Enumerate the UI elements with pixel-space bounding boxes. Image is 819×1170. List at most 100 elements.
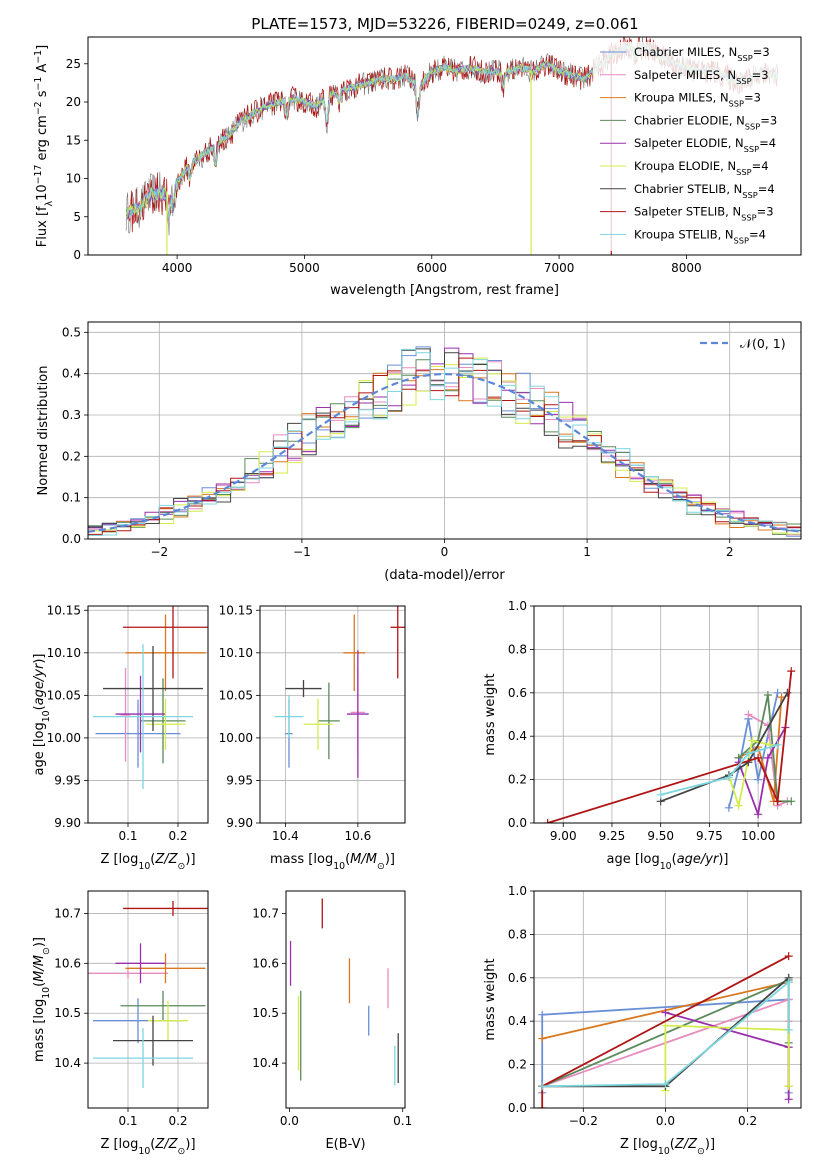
y-tick-label: 10 xyxy=(66,172,81,186)
label-span: Kroupa MILES, N xyxy=(634,91,729,105)
label-span: 10 xyxy=(660,861,672,872)
point-salpeter-elodie xyxy=(347,650,369,778)
data-point xyxy=(783,688,792,697)
x-tick-label: 10.4 xyxy=(272,829,299,843)
point-kroupa-stelib xyxy=(274,695,304,738)
point-salpeter-elodie xyxy=(115,943,166,984)
label-span: 10 xyxy=(333,861,345,872)
y-tick-label: 0.8 xyxy=(508,927,527,941)
label-span: =3 xyxy=(753,45,770,59)
legend-entry: 𝒩(0, 1) xyxy=(740,336,786,351)
point-kroupa-stelib xyxy=(93,644,193,789)
x-tick-label: 9.75 xyxy=(696,829,723,843)
y-tick-label: 1.0 xyxy=(508,884,527,898)
label-span: ( xyxy=(345,852,350,867)
series-kroupa-stelib xyxy=(538,978,793,1091)
y-tick-label: 10.6 xyxy=(252,956,279,970)
y-tick-label: 0.2 xyxy=(508,773,527,787)
series-line xyxy=(664,1024,790,1091)
y-tick-label: 1.0 xyxy=(508,599,527,613)
y-axis-label: mass weight xyxy=(483,673,498,755)
axes-mass-weight-vs-age: 9.00 9.25 9.50 9.75 10.00 0.0 0.2 0.4 0.6 0.8 1.0 a… xyxy=(483,599,802,872)
label-span: 10 xyxy=(138,1146,150,1157)
label-span: ⊙ xyxy=(697,1146,705,1157)
label-span: erg cm xyxy=(35,115,50,164)
x-axis-label: mass [log10(M/M⊙)] xyxy=(270,852,395,872)
x-tick-label: 10.6 xyxy=(345,829,372,843)
y-tick-label: 20 xyxy=(66,95,81,109)
point-chabrier-miles xyxy=(95,699,181,768)
label-span: )] xyxy=(185,1137,195,1152)
data-point xyxy=(538,1082,547,1091)
data-point xyxy=(538,1034,547,1043)
label-span: )] xyxy=(32,653,47,663)
label-span: =4 xyxy=(752,159,769,173)
point-salpeter-miles xyxy=(120,668,131,762)
label-span: M/M xyxy=(350,852,377,867)
data-point xyxy=(787,667,796,676)
label-span: λ xyxy=(44,200,55,206)
label-span: −2 xyxy=(33,101,44,115)
data-point xyxy=(661,1021,670,1030)
data-point xyxy=(784,1095,793,1104)
data-point xyxy=(773,688,782,697)
y-tick-label: 10.05 xyxy=(219,688,253,702)
data-point xyxy=(538,1104,547,1108)
label-span: Z/Z xyxy=(674,1137,698,1152)
legend-entry: Kroupa STELIB, NSSP=4 xyxy=(634,227,766,245)
x-tick-label: −0.2 xyxy=(569,1114,598,1128)
y-tick-label: 0.8 xyxy=(508,642,527,656)
label-span: M/M xyxy=(32,955,47,982)
y-axis-label: Normed distribution xyxy=(36,366,51,496)
label-span: SSP xyxy=(742,190,757,200)
label-span: Kroupa ELODIE, N xyxy=(634,159,736,173)
plot-area-mass-weight-vs-Z xyxy=(538,952,793,1108)
point-kroupa-elodie xyxy=(148,1000,188,1041)
axes-frame xyxy=(533,890,802,1109)
label-span: Kroupa STELIB, N xyxy=(634,227,734,241)
y-tick-label: 0.2 xyxy=(508,1058,527,1072)
label-span: )] xyxy=(718,852,728,867)
label-span: ( xyxy=(32,705,47,710)
y-tick-label: 15 xyxy=(66,133,81,147)
x-tick-label: 9.25 xyxy=(599,829,626,843)
data-point xyxy=(748,736,757,745)
label-span: −1 xyxy=(33,77,44,91)
label-span: ⊙ xyxy=(178,1146,186,1157)
legend-box xyxy=(593,42,798,251)
x-tick-label: 7000 xyxy=(544,261,575,275)
y-tick-label: 9.90 xyxy=(226,816,253,830)
series-line xyxy=(542,980,790,1088)
x-tick-label: 6000 xyxy=(416,261,447,275)
label-span: age/yr xyxy=(32,662,47,705)
label-span: mass [log xyxy=(32,999,47,1062)
label-span: 10 xyxy=(658,1146,670,1157)
legend-entry: Chabrier MILES, NSSP=3 xyxy=(634,45,770,63)
x-tick-label: 4000 xyxy=(162,261,193,275)
y-tick-label: 10.5 xyxy=(54,1006,81,1020)
x-axis-label: Z [log10(Z/Z⊙)] xyxy=(620,1137,715,1157)
x-tick-label: 9.00 xyxy=(550,829,577,843)
label-span: =3 xyxy=(760,113,777,127)
axes-mass-vs-Z: 0.1 0.210.410.510.610.7Z [log10(Z/Z⊙)]mas… xyxy=(32,890,209,1157)
x-tick-label: 0.2 xyxy=(168,1114,187,1128)
label-span: ( xyxy=(670,1137,675,1152)
y-tick-label: 10.05 xyxy=(47,688,81,702)
series-kroupa-stelib xyxy=(656,740,782,799)
point-kroupa-elodie xyxy=(303,698,333,750)
label-span: age [log xyxy=(606,852,659,867)
series-line xyxy=(660,744,778,796)
label-span: Chabrier STELIB, N xyxy=(634,182,742,196)
label-span: 10 xyxy=(41,710,52,722)
data-point xyxy=(784,978,793,987)
label-span: Chabrier MILES, N xyxy=(634,45,737,59)
point-chabrier-elodie xyxy=(120,990,206,1021)
label-span: Salpeter MILES, N xyxy=(634,68,736,82)
y-tick-label: 10.15 xyxy=(47,603,81,617)
axes-spectrum: 4000 5000 6000 7000 8000 0 5 10 15 20 25 wavelength… xyxy=(33,36,802,298)
plot-area-residual-histogram xyxy=(88,346,801,537)
data-point xyxy=(784,952,793,961)
axes-age-vs-Z: 0.1 0.2 9.90 9.95 10.00 10.05 10.10 10.15 Z [log… xyxy=(32,603,209,872)
x-tick-label: 10.00 xyxy=(741,829,775,843)
x-tick-label: 0.1 xyxy=(118,829,137,843)
